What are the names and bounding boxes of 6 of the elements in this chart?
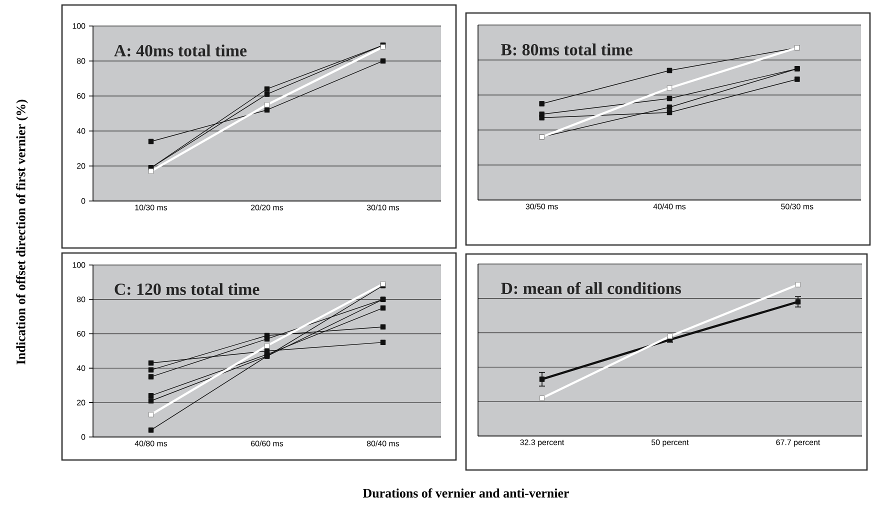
x-axis-title: Durations of vernier and anti-vernier [363,488,569,498]
annotation: C: 120 ms total time [114,283,260,296]
y-axis-title: Indication of offset direction of first vernier (%) [16,100,28,364]
annotation: A: 40ms total time [114,44,247,56]
annotation: D: mean of all conditions [501,282,681,294]
annotation: B: 80ms total time [500,43,632,56]
